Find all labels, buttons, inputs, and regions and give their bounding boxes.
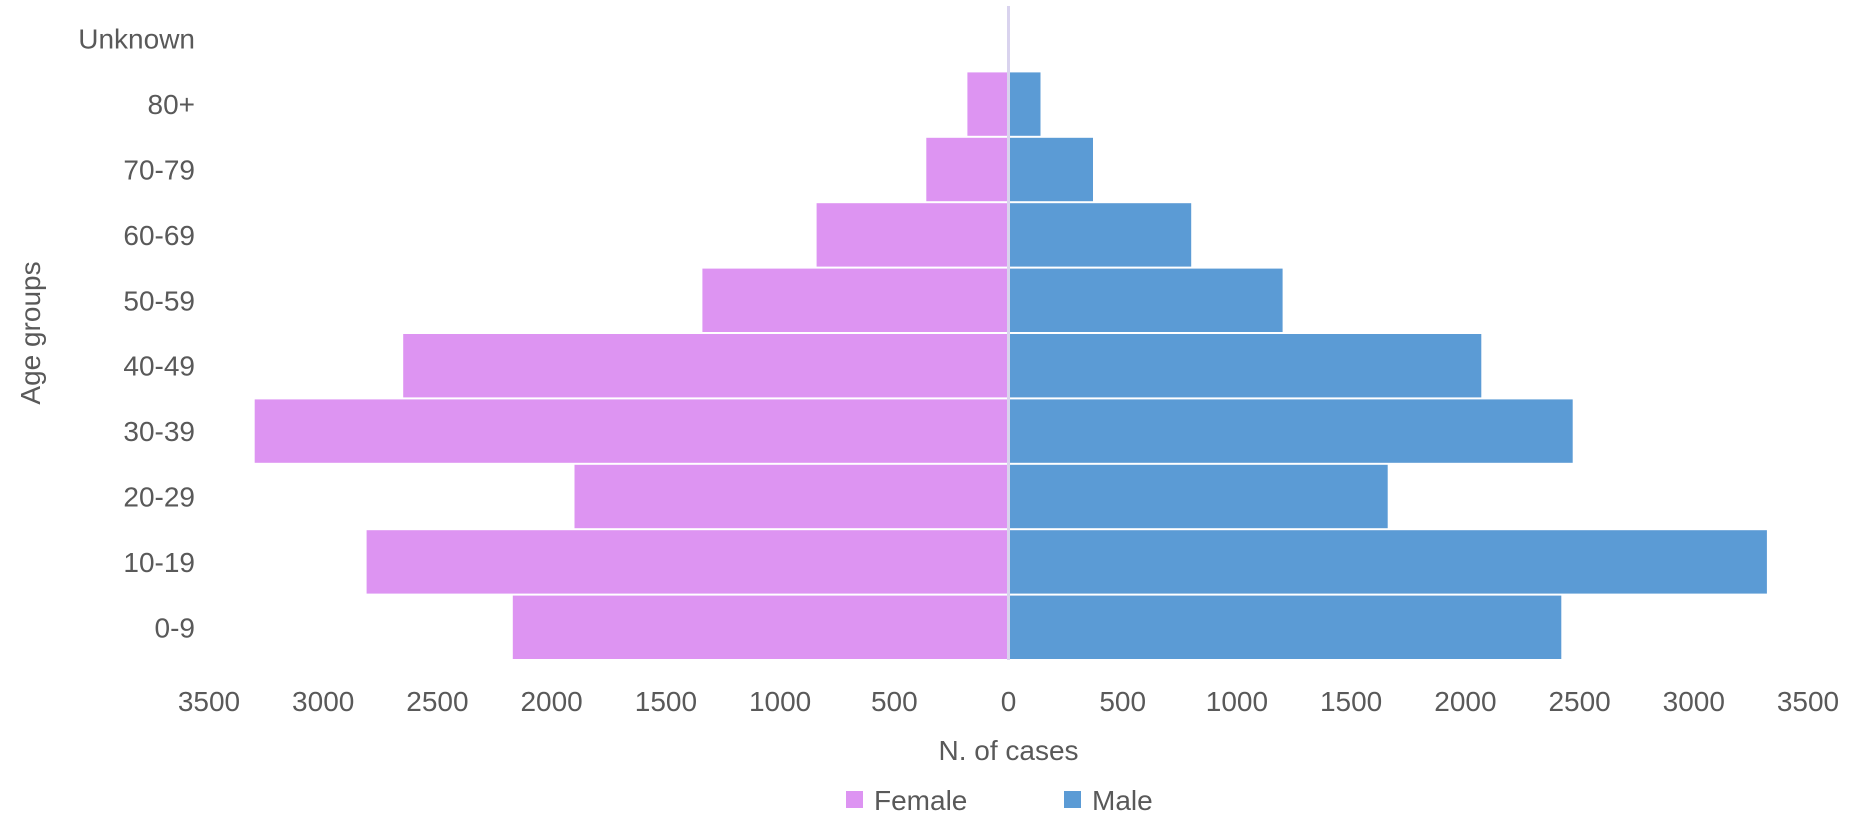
bar-male-60-69 bbox=[1008, 203, 1192, 267]
bar-male-80- bbox=[1008, 72, 1041, 136]
bar-male-0-9 bbox=[1008, 595, 1562, 659]
x-tick-label: 1000 bbox=[749, 686, 811, 717]
x-tick-label: 3000 bbox=[292, 686, 354, 717]
bar-female-40-49 bbox=[403, 334, 1009, 398]
bar-male-50-59 bbox=[1008, 268, 1283, 332]
y-tick-label: 60-69 bbox=[123, 220, 195, 251]
x-tick-label: 2000 bbox=[520, 686, 582, 717]
x-tick-label: 500 bbox=[871, 686, 918, 717]
x-tick-label: 2000 bbox=[1434, 686, 1496, 717]
y-tick-label: 30-39 bbox=[123, 416, 195, 447]
y-tick-label: 10-19 bbox=[123, 547, 195, 578]
bar-female-70-79 bbox=[926, 137, 1009, 202]
y-tick-label: 20-29 bbox=[123, 482, 195, 513]
x-axis-title: N. of cases bbox=[938, 735, 1078, 766]
x-tick-label: 3500 bbox=[178, 686, 240, 717]
x-tick-labels: 3500 3000 2500 2000 1500 1000 500 0 500 1000 1500 2… bbox=[178, 686, 1839, 717]
x-tick-label: 2500 bbox=[406, 686, 468, 717]
y-tick-label: 0-9 bbox=[155, 612, 195, 643]
y-tick-label: Unknown bbox=[78, 24, 195, 55]
bar-male-30-39 bbox=[1008, 399, 1573, 463]
x-tick-label: 1000 bbox=[1206, 686, 1268, 717]
x-tick-label: 2500 bbox=[1548, 686, 1610, 717]
x-tick-label: 0 bbox=[1001, 686, 1017, 717]
bar-male-20-29 bbox=[1008, 464, 1388, 529]
legend-label-female: Female bbox=[874, 785, 967, 813]
legend-label-male: Male bbox=[1092, 785, 1153, 813]
bar-female-0-9 bbox=[512, 595, 1009, 659]
bar-male-10-19 bbox=[1008, 530, 1767, 594]
y-tick-labels: Unknown 80+ 70-79 60-69 50-59 40-49 30-39 20-29… bbox=[78, 24, 195, 644]
y-tick-label: 80+ bbox=[148, 89, 196, 120]
y-axis-title: Age groups bbox=[15, 261, 46, 404]
legend: Female Male bbox=[846, 785, 1153, 813]
x-tick-label: 500 bbox=[1099, 686, 1146, 717]
bar-female-80- bbox=[967, 72, 1009, 136]
y-tick-label: 40-49 bbox=[123, 351, 195, 382]
bar-female-20-29 bbox=[574, 464, 1009, 529]
y-tick-label: 50-59 bbox=[123, 285, 195, 316]
legend-swatch-male bbox=[1064, 791, 1081, 808]
bar-male-40-49 bbox=[1008, 334, 1482, 398]
bar-male-70-79 bbox=[1008, 137, 1093, 202]
bar-female-10-19 bbox=[366, 530, 1009, 594]
bar-female-60-69 bbox=[816, 203, 1009, 267]
x-tick-label: 1500 bbox=[1320, 686, 1382, 717]
y-tick-label: 70-79 bbox=[123, 155, 195, 186]
bars-layer bbox=[254, 72, 1767, 659]
x-tick-label: 3500 bbox=[1777, 686, 1839, 717]
legend-swatch-female bbox=[846, 791, 863, 808]
bar-female-30-39 bbox=[254, 399, 1009, 463]
bar-female-50-59 bbox=[702, 268, 1009, 332]
x-tick-label: 3000 bbox=[1663, 686, 1725, 717]
x-tick-label: 1500 bbox=[635, 686, 697, 717]
